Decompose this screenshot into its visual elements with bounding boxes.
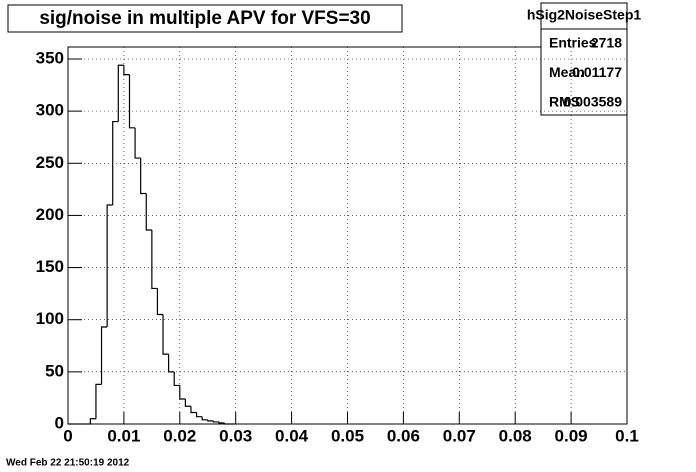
y-tick-label: 0 bbox=[55, 413, 64, 432]
y-tick-label: 300 bbox=[36, 101, 64, 120]
y-tick-label: 150 bbox=[36, 257, 64, 276]
stats-value: 0.003589 bbox=[564, 94, 623, 110]
histogram-bin bbox=[156, 288, 164, 316]
stats-label: Mean bbox=[549, 64, 585, 80]
histogram-bin bbox=[162, 314, 169, 355]
stats-title: hSig2NoiseStep1 bbox=[527, 7, 642, 23]
histogram-bin bbox=[168, 354, 175, 373]
x-tick-label: 0 bbox=[63, 426, 72, 445]
histogram-bin bbox=[100, 326, 108, 385]
footer: Wed Feb 22 21:50:19 2012 bbox=[6, 458, 130, 469]
y-tick-label: 100 bbox=[36, 309, 64, 328]
y-tick-label: 50 bbox=[45, 361, 64, 380]
histogram-bin bbox=[128, 74, 136, 129]
histogram-bin bbox=[140, 158, 147, 195]
y-tick-label: 200 bbox=[36, 205, 64, 224]
x-tick-label: 0.02 bbox=[163, 426, 196, 445]
histogram-bin bbox=[218, 421, 225, 424]
histogram-bin bbox=[117, 64, 124, 122]
x-tick-label: 0.01 bbox=[107, 426, 140, 445]
stats-value: 2718 bbox=[591, 35, 622, 51]
histogram-bin bbox=[106, 204, 113, 328]
histogram-bin bbox=[179, 385, 186, 400]
histogram-bin bbox=[223, 422, 231, 425]
stats-label: Entries bbox=[549, 35, 597, 51]
x-tick-label: 0.04 bbox=[275, 426, 309, 445]
histogram-bin bbox=[195, 412, 203, 418]
stats-value: 0.01177 bbox=[572, 64, 622, 80]
x-tick-label: 0.03 bbox=[219, 426, 252, 445]
chart-title: sig/noise in multiple APV for VFS=30 bbox=[39, 8, 370, 29]
title-box bbox=[7, 4, 403, 33]
y-tick-label: 250 bbox=[36, 153, 64, 172]
histogram-bin bbox=[184, 398, 191, 407]
histogram-bin bbox=[212, 420, 219, 423]
x-tick-label: 0.05 bbox=[331, 426, 364, 445]
histogram-bin bbox=[145, 193, 152, 231]
x-tick-label: 0.08 bbox=[499, 426, 532, 445]
x-tick-label: 0.07 bbox=[443, 426, 476, 445]
histogram-bin bbox=[151, 230, 158, 290]
histogram-bin bbox=[190, 406, 197, 414]
histogram-bin bbox=[134, 127, 141, 159]
y-tick-label: 350 bbox=[36, 48, 64, 67]
histogram-bin bbox=[112, 120, 119, 205]
x-tick-label: 0.1 bbox=[615, 426, 639, 445]
x-tick-label: 0.06 bbox=[387, 426, 420, 445]
histogram-bin bbox=[95, 383, 102, 419]
histogram-bin bbox=[201, 416, 208, 421]
histogram-bin bbox=[173, 371, 180, 387]
histogram-bin bbox=[89, 418, 96, 424]
histogram-bin bbox=[123, 65, 130, 76]
histogram-bin bbox=[207, 419, 214, 422]
stats-label: RMS bbox=[549, 94, 580, 110]
x-tick-label: 0.09 bbox=[555, 426, 588, 445]
